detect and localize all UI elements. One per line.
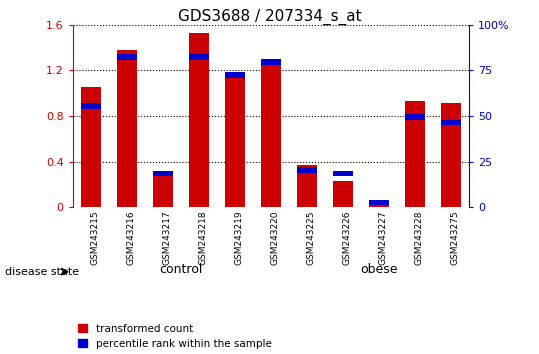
Bar xyxy=(117,50,137,207)
Text: GSM243226: GSM243226 xyxy=(343,211,352,265)
Text: GSM243217: GSM243217 xyxy=(163,211,172,266)
Text: GSM243218: GSM243218 xyxy=(199,211,208,266)
Text: GSM243225: GSM243225 xyxy=(307,211,316,265)
Bar xyxy=(81,87,101,207)
Bar xyxy=(153,175,172,207)
Bar xyxy=(153,171,172,176)
Text: GSM243228: GSM243228 xyxy=(415,211,424,265)
Bar xyxy=(225,73,245,207)
Text: GSM243227: GSM243227 xyxy=(379,211,388,265)
Legend: transformed count, percentile rank within the sample: transformed count, percentile rank withi… xyxy=(78,324,272,349)
Bar xyxy=(441,103,461,207)
Bar xyxy=(369,200,389,205)
Bar xyxy=(333,181,353,207)
Bar xyxy=(369,202,389,207)
Bar xyxy=(189,33,209,207)
Bar xyxy=(441,120,461,125)
Text: GSM243219: GSM243219 xyxy=(235,211,244,266)
Text: GSM243216: GSM243216 xyxy=(127,211,136,266)
Bar xyxy=(297,167,317,173)
Bar xyxy=(261,61,281,207)
Bar xyxy=(117,54,137,59)
Text: control: control xyxy=(159,263,203,275)
Text: GSM243275: GSM243275 xyxy=(451,211,460,266)
Bar xyxy=(81,103,101,109)
Bar xyxy=(297,165,317,207)
Bar xyxy=(333,171,353,176)
Text: disease state: disease state xyxy=(5,267,80,277)
Text: GSM243220: GSM243220 xyxy=(271,211,280,265)
Text: GSM243215: GSM243215 xyxy=(91,211,100,266)
Text: GDS3688 / 207334_s_at: GDS3688 / 207334_s_at xyxy=(178,9,361,25)
Bar xyxy=(225,72,245,78)
Bar xyxy=(405,114,425,120)
Bar xyxy=(261,59,281,65)
Text: obese: obese xyxy=(360,263,398,275)
Bar xyxy=(405,101,425,207)
Bar xyxy=(189,54,209,59)
